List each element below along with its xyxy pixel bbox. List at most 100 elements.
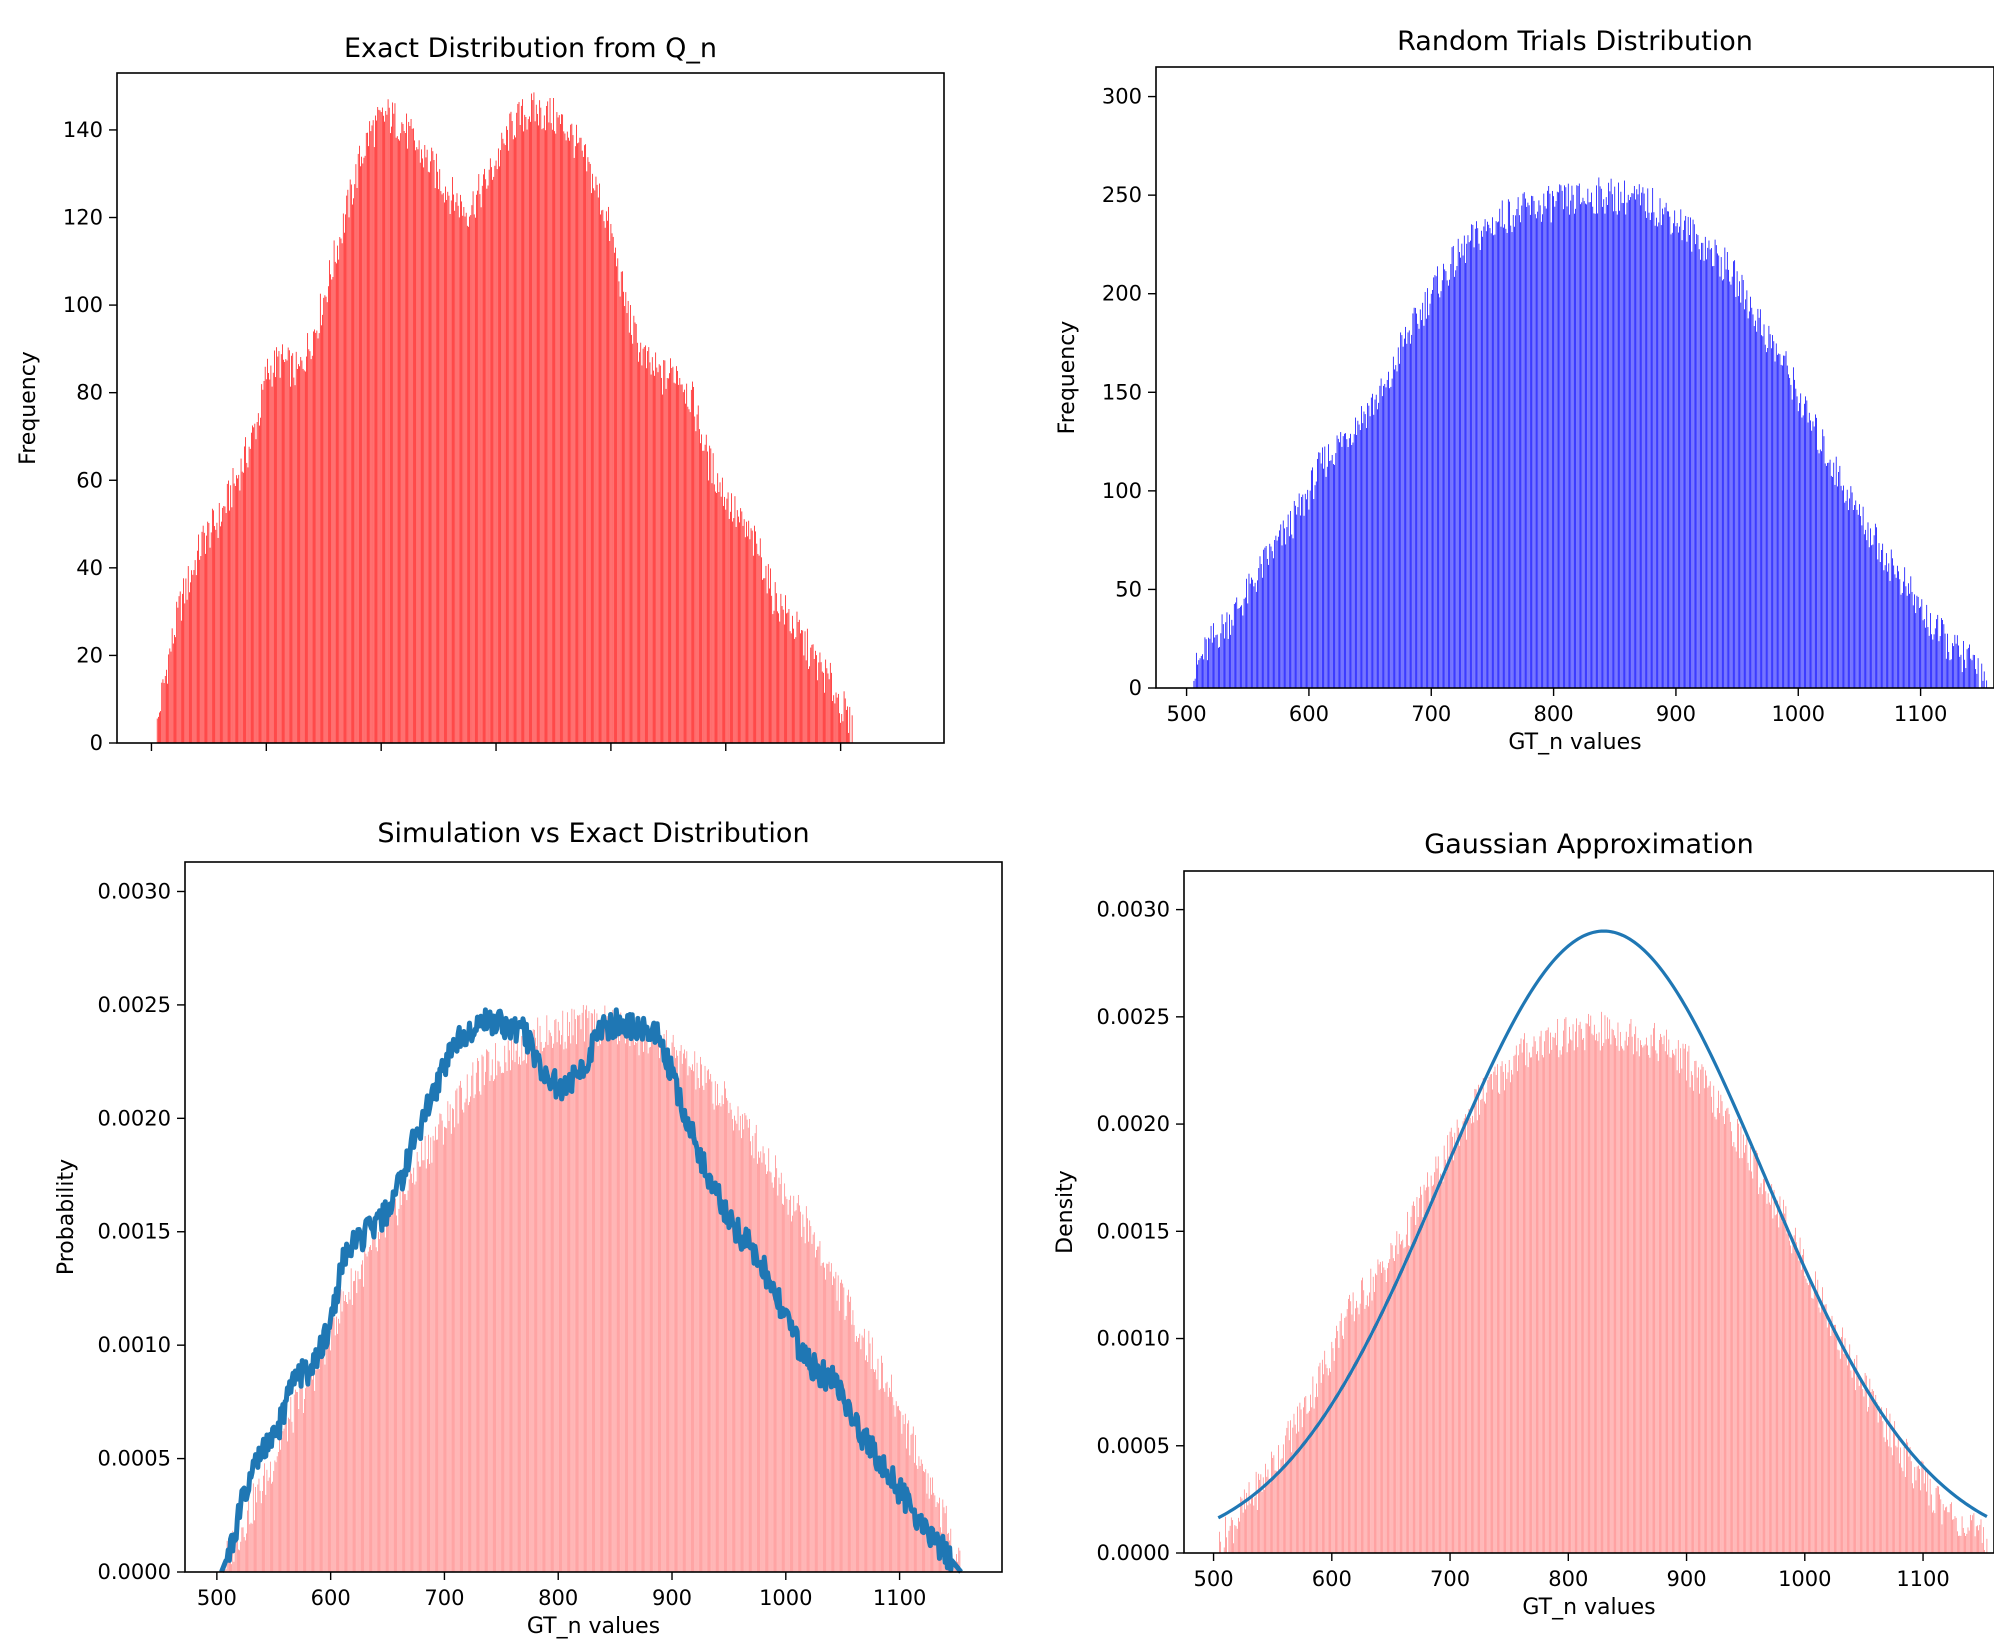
histogram-bar — [1479, 249, 1481, 688]
histogram-bar — [585, 144, 586, 743]
histogram-bar — [1936, 1485, 1938, 1553]
histogram-bar — [681, 1063, 683, 1572]
histogram-bar — [1937, 614, 1939, 688]
histogram-bar — [1426, 1187, 1427, 1553]
histogram-bar — [277, 356, 279, 743]
histogram-bar — [1773, 341, 1775, 688]
histogram-bar — [1297, 1406, 1298, 1553]
histogram-bar — [1761, 335, 1762, 688]
x-tick-label: 900 — [1667, 1567, 1707, 1591]
histogram-bar — [589, 1044, 591, 1572]
histogram-bar — [1685, 215, 1687, 688]
histogram-bar — [709, 1079, 710, 1572]
histogram-bar — [686, 383, 688, 743]
histogram-bar — [1351, 445, 1353, 688]
histogram-bar — [1966, 649, 1968, 688]
histogram-bar — [328, 1333, 329, 1572]
histogram-bar — [1373, 414, 1375, 688]
histogram-bar — [1781, 365, 1783, 688]
histogram-bar — [1649, 1057, 1651, 1553]
histogram-bar — [1841, 490, 1843, 688]
y-tick-label: 0.0010 — [1097, 1327, 1170, 1351]
histogram-bar — [1811, 430, 1813, 688]
histogram-bar — [556, 1042, 558, 1572]
histogram-bar — [1198, 660, 1200, 688]
histogram-bar — [363, 157, 365, 743]
histogram-bar — [755, 1124, 757, 1572]
histogram-bar — [1752, 314, 1754, 688]
histogram-bar — [1260, 564, 1262, 688]
histogram-bar — [594, 190, 596, 743]
histogram-bar — [1487, 221, 1488, 688]
histogram-bar — [467, 1105, 469, 1572]
histogram-bar — [532, 1029, 534, 1572]
histogram-bar — [1615, 1038, 1616, 1553]
histogram-bar — [1627, 194, 1629, 688]
histogram-bar — [780, 1172, 782, 1572]
histogram-bar — [1276, 540, 1278, 688]
histogram-bar — [1489, 1074, 1491, 1553]
histogram-bar — [1900, 1447, 1901, 1553]
histogram-bar — [616, 266, 617, 743]
histogram-bar — [693, 386, 694, 743]
histogram-bar — [1750, 296, 1751, 688]
histogram-bar — [777, 611, 778, 743]
histogram-bar — [1512, 1074, 1514, 1553]
histogram-bar — [1794, 379, 1795, 688]
histogram-bar — [1362, 423, 1364, 688]
histogram-bar — [481, 185, 483, 743]
histogram-bar — [1363, 411, 1365, 688]
histogram-bar — [844, 698, 846, 743]
histogram-bar — [1836, 1332, 1838, 1553]
histogram-bar — [520, 1064, 522, 1572]
histogram-bar — [1735, 296, 1737, 688]
histogram-bar — [1521, 205, 1523, 689]
histogram-bar — [597, 197, 599, 744]
histogram-bar — [840, 722, 841, 743]
histogram-bar — [1698, 249, 1700, 688]
histogram-bar — [1319, 452, 1321, 688]
histogram-bar — [581, 150, 583, 743]
histogram-bar — [1391, 378, 1393, 688]
histogram-bar — [1203, 659, 1205, 688]
histogram-bar — [218, 502, 220, 743]
histogram-bar — [281, 1437, 283, 1572]
histogram-bar — [1934, 1513, 1936, 1553]
histogram-bar — [323, 1351, 325, 1572]
histogram-bar — [1815, 414, 1816, 688]
histogram-bar — [348, 217, 350, 744]
histogram-bar — [335, 1316, 337, 1572]
histogram-bar — [1978, 1530, 1979, 1553]
histogram-bar — [347, 1303, 349, 1572]
histogram-bar — [470, 1096, 471, 1572]
histogram-bar — [1861, 525, 1863, 688]
histogram-bar — [727, 1100, 729, 1572]
histogram-bar — [1663, 1035, 1665, 1553]
histogram-bar — [253, 427, 255, 743]
histogram-bar — [1640, 1040, 1641, 1553]
histogram-bar — [884, 1391, 886, 1572]
histogram-bar — [687, 1075, 689, 1572]
histogram-bar — [1850, 486, 1852, 688]
histogram-bar — [1488, 224, 1490, 689]
histogram-bar — [437, 171, 438, 743]
histogram-bar — [1778, 1227, 1780, 1553]
histogram-bar — [805, 660, 807, 743]
histogram-bar — [1701, 1064, 1703, 1553]
histogram-bar — [553, 97, 554, 744]
histogram-bar — [734, 496, 736, 743]
histogram-bar — [438, 1124, 440, 1572]
histogram-bar — [744, 537, 746, 743]
histogram-bar — [1604, 1015, 1606, 1553]
histogram-bar — [1578, 1025, 1580, 1553]
histogram-bar — [611, 1038, 613, 1572]
histogram-bar — [1589, 202, 1591, 688]
histogram-bar — [1642, 187, 1644, 688]
histogram-bar — [1553, 1037, 1555, 1553]
histogram-bar — [526, 1063, 527, 1572]
histogram-bar — [1508, 1059, 1510, 1553]
histogram-bar — [662, 1043, 664, 1572]
histogram-bar — [612, 1009, 614, 1572]
histogram-bar — [1960, 654, 1962, 688]
histogram-bar — [1891, 1455, 1893, 1553]
